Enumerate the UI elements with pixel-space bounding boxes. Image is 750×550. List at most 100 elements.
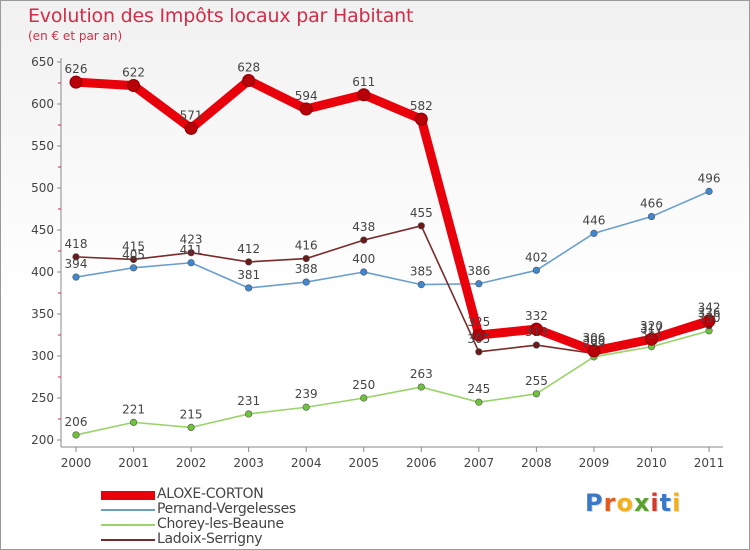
y-tick-label: 250 (31, 391, 54, 405)
data-label: 305 (467, 332, 490, 346)
logo-letter: i (650, 489, 660, 517)
data-point (245, 284, 253, 292)
data-label: 342 (698, 301, 721, 315)
x-tick-label: 2003 (233, 456, 264, 470)
data-label: 313 (525, 325, 548, 339)
data-label: 405 (122, 248, 145, 262)
legend-swatch (101, 491, 155, 500)
legend-swatch (101, 509, 155, 511)
data-point (529, 322, 543, 336)
data-point (129, 255, 138, 263)
logo-letter: x (633, 489, 651, 517)
data-label: 311 (640, 327, 663, 341)
data-label: 626 (65, 62, 88, 76)
data-point (472, 328, 486, 342)
data-label: 336 (698, 306, 721, 320)
logo-letter: o (616, 489, 634, 517)
series-pernand-vergelesses (72, 187, 713, 292)
y-tick-label: 450 (31, 223, 54, 237)
series-line (75, 225, 710, 355)
legend-label: Ladoix-Serrigny (157, 531, 263, 547)
x-tick-label: 2004 (291, 456, 322, 470)
legend-swatch (101, 539, 155, 541)
data-point (360, 268, 368, 276)
data-label: 250 (352, 378, 375, 392)
data-label: 231 (237, 394, 260, 408)
data-label: 263 (410, 367, 433, 381)
data-point (590, 229, 598, 237)
x-tick-label: 2008 (521, 456, 552, 470)
data-point (587, 344, 601, 358)
data-point (187, 423, 195, 432)
data-label: 582 (410, 99, 433, 113)
series-aloxe-corton (69, 73, 716, 358)
data-point (299, 102, 313, 116)
data-point (184, 121, 198, 135)
data-label: 402 (525, 250, 548, 264)
data-point (647, 212, 656, 221)
legend-label: Chorey-les-Beaune (157, 516, 284, 532)
series-line (71, 75, 714, 356)
data-label: 571 (180, 108, 203, 122)
data-label: 299 (582, 337, 605, 351)
data-label: 385 (410, 265, 433, 279)
series-ladoix-serrigny (72, 222, 713, 358)
data-label: 446 (582, 213, 605, 227)
logo-letter: P (585, 489, 604, 517)
data-point (69, 75, 83, 89)
data-label: 388 (295, 262, 318, 276)
y-tick-label: 350 (31, 307, 54, 321)
data-label: 255 (525, 374, 548, 388)
data-point (187, 249, 195, 257)
data-point (245, 258, 253, 266)
data-point (360, 394, 368, 402)
y-tick-label: 400 (31, 265, 54, 279)
data-label: 221 (122, 402, 145, 416)
data-label: 320 (640, 319, 663, 333)
data-label: 400 (352, 252, 375, 266)
data-label: 628 (237, 60, 260, 74)
x-tick-label: 2006 (406, 456, 437, 470)
data-point (72, 273, 80, 281)
data-label: 412 (237, 242, 260, 256)
data-point (302, 254, 310, 263)
y-tick-label: 650 (31, 55, 54, 69)
x-tick-label: 2005 (348, 456, 379, 470)
series-line (75, 190, 710, 289)
data-point (532, 390, 541, 398)
data-label: 622 (122, 66, 145, 80)
series-line (75, 329, 710, 436)
data-label: 418 (65, 237, 88, 251)
data-point (245, 410, 253, 418)
data-label: 466 (640, 197, 663, 211)
data-label: 438 (352, 220, 375, 234)
data-point (127, 79, 141, 93)
data-label: 317 (640, 322, 663, 336)
legend-label: ALOXE-CORTON (157, 486, 264, 502)
legend-swatch (101, 524, 155, 526)
data-label: 611 (352, 75, 375, 89)
data-label: 455 (410, 206, 433, 220)
x-tick-label: 2001 (118, 456, 149, 470)
legend-label: Pernand-Vergelesses (157, 501, 296, 517)
data-point (705, 187, 713, 195)
x-tick-label: 2000 (61, 456, 92, 470)
data-label: 245 (467, 382, 490, 396)
y-tick-label: 550 (31, 139, 54, 153)
data-point (129, 418, 138, 426)
data-label: 381 (237, 268, 260, 282)
y-tick-label: 500 (31, 181, 54, 195)
logo-letter: i (672, 489, 682, 517)
data-point (475, 348, 483, 356)
data-label: 386 (467, 264, 490, 278)
x-tick-label: 2007 (464, 456, 495, 470)
logo-letter: t (659, 489, 673, 517)
data-point (414, 112, 428, 126)
y-tick-label: 300 (31, 349, 54, 363)
data-label: 239 (295, 387, 318, 401)
data-point (302, 403, 310, 411)
data-point (475, 280, 483, 288)
data-point (72, 253, 80, 261)
data-label: 303 (582, 333, 605, 347)
